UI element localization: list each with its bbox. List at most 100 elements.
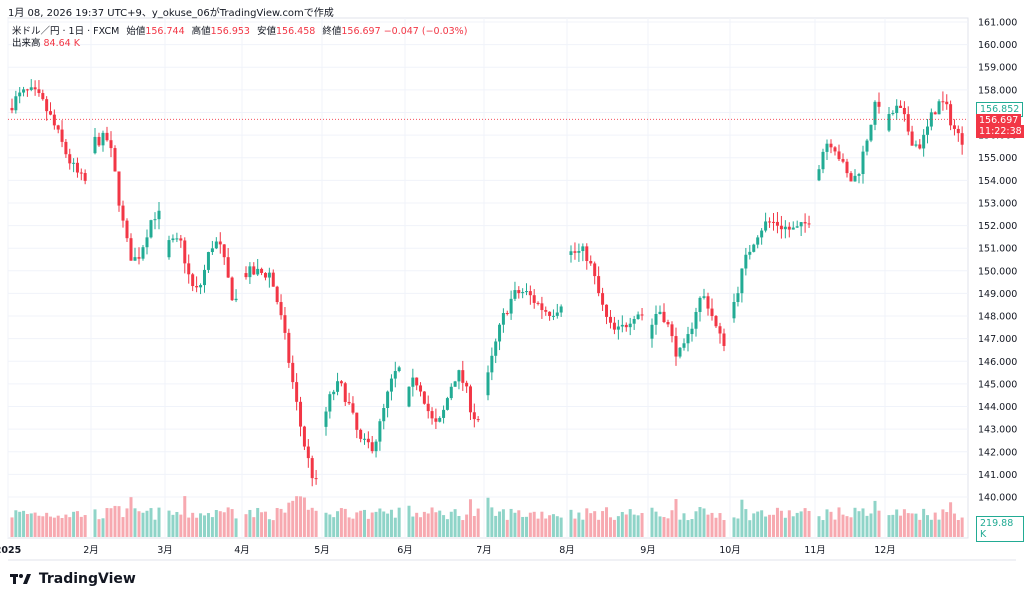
candle-body [532, 295, 536, 303]
candle-body [33, 87, 37, 90]
candle-body [517, 290, 521, 294]
volume-bar [902, 509, 906, 537]
candle-body [422, 391, 426, 404]
volume-bar [234, 518, 238, 537]
volume-bar [363, 509, 366, 537]
volume-bar [419, 517, 423, 537]
volume-bar [93, 509, 97, 537]
candle-body [674, 336, 678, 357]
volume-bar [654, 511, 658, 537]
symbol-label[interactable]: 米ドル／円 · 1日 · FXCM [12, 26, 120, 37]
candle-body [426, 403, 430, 412]
open-value: 156.744 [145, 26, 185, 37]
volume-bar [929, 519, 933, 537]
volume-bar [861, 508, 865, 537]
volume-bar [658, 516, 662, 537]
volume-bar [670, 510, 674, 537]
candle-body [772, 221, 775, 223]
volume-bar [528, 512, 532, 537]
volume-bar [853, 507, 857, 537]
volume-bar [426, 513, 430, 537]
volume-bar [624, 514, 628, 537]
volume-bar [501, 509, 505, 537]
volume-bar [191, 512, 195, 537]
volume-bar [347, 517, 351, 537]
candle-body [49, 111, 52, 115]
candle-body [52, 114, 56, 126]
volume-bar [525, 516, 528, 537]
volume-bar [536, 518, 540, 537]
volume-bar [740, 499, 744, 537]
candle-body [97, 136, 101, 146]
volume-bar [203, 515, 206, 537]
candle-body [109, 140, 113, 149]
volume-bar [706, 514, 710, 537]
volume-bar [509, 508, 513, 537]
candle-body [75, 162, 79, 173]
candle-body [869, 124, 873, 141]
candle-body [949, 104, 953, 126]
candle-body [157, 210, 161, 220]
candle-body [445, 398, 449, 410]
candle-body [226, 257, 230, 278]
volume-bar [306, 509, 310, 537]
candle-body [133, 257, 137, 261]
volume-bar [825, 509, 829, 537]
volume-bar [674, 499, 678, 537]
candle-body [295, 382, 299, 402]
volume-bar [149, 508, 153, 537]
candle-body [650, 324, 654, 339]
candle-body [117, 171, 121, 206]
volume-bar [551, 514, 555, 537]
volume-bar [918, 519, 922, 537]
candle-body [141, 247, 145, 259]
candle-body [187, 263, 191, 275]
volume-bar [877, 510, 881, 537]
volume-bar [453, 509, 457, 537]
brand-name: TradingView [38, 571, 136, 587]
y-tick-label: 154.000 [978, 176, 1017, 187]
volume-bar [275, 508, 279, 537]
volume-bar [899, 515, 903, 537]
volume-bar [718, 513, 722, 537]
volume-bar [573, 518, 577, 537]
volume-bar [56, 515, 60, 537]
volume-bar [183, 496, 187, 537]
candle-body [83, 173, 87, 181]
close-value: 156.697 [341, 26, 381, 37]
candle-body [926, 126, 929, 135]
candle-body [287, 332, 291, 363]
volume-bar [722, 520, 726, 537]
volume-bar [101, 518, 105, 537]
volume-bar [79, 516, 83, 537]
candle-body [577, 251, 581, 253]
volume-bar [33, 512, 37, 537]
x-tick-label: 11月 [804, 545, 826, 556]
candle-body [902, 107, 906, 115]
candle-body [37, 89, 41, 94]
candle-body [877, 101, 881, 107]
y-tick-label: 145.000 [978, 379, 1017, 390]
volume-bar [271, 520, 275, 537]
volume-bar [775, 507, 779, 537]
y-tick-label: 148.000 [978, 312, 1017, 323]
candle-body [355, 412, 359, 430]
candle-body [72, 162, 76, 164]
candle-body [41, 93, 45, 100]
candle-body [195, 286, 199, 288]
volume-bar [593, 511, 597, 537]
volume-bar [117, 506, 121, 537]
volume-bar [339, 508, 343, 537]
volume-bar [434, 512, 438, 537]
candle-body [324, 411, 328, 427]
volume-bar [732, 517, 736, 537]
candle-body [849, 173, 853, 182]
volume-bar [22, 510, 26, 537]
volume-bar [544, 518, 548, 537]
candle-body [121, 205, 125, 221]
volume-bar [949, 502, 953, 537]
y-tick-label: 158.000 [978, 85, 1017, 96]
tradingview-logo[interactable]: TradingView [10, 571, 136, 587]
candle-body [764, 221, 768, 231]
